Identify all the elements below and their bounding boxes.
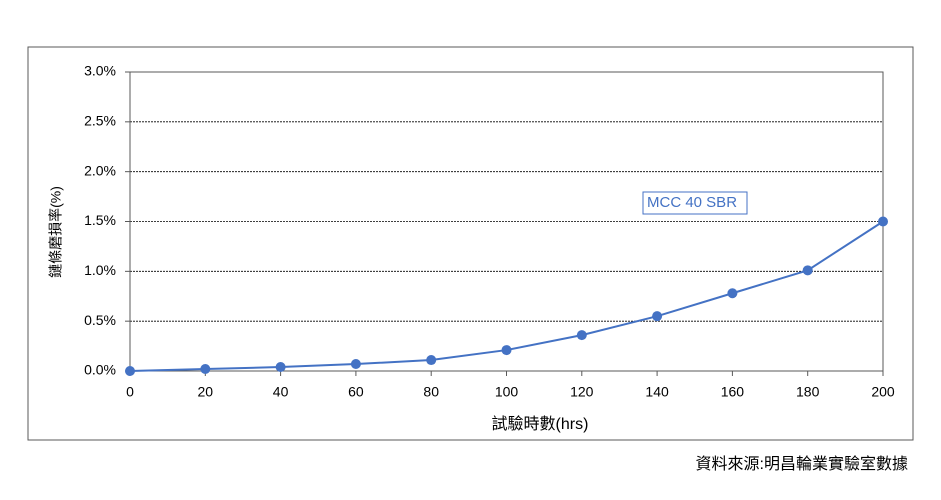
data-point	[652, 311, 663, 322]
x-tick-label: 80	[423, 384, 439, 400]
x-tick-label: 60	[348, 384, 364, 400]
data-point	[802, 265, 813, 276]
data-point	[727, 288, 738, 299]
x-tick-label: 120	[570, 384, 594, 400]
y-tick-label: 0.0%	[84, 362, 116, 378]
legend-box	[642, 191, 748, 215]
x-axis-label: 試驗時數(hrs)	[492, 415, 589, 433]
y-tick-label: 0.5%	[84, 312, 116, 328]
y-tick-label: 2.5%	[84, 113, 116, 129]
data-point	[200, 364, 211, 375]
y-tick-label: 1.5%	[84, 212, 116, 228]
data-point	[878, 216, 888, 227]
x-tick-label: 200	[871, 384, 895, 400]
x-tick-label: 140	[645, 384, 669, 400]
data-point	[576, 330, 587, 341]
data-point	[426, 355, 437, 366]
chart-frame	[27, 46, 914, 441]
data-point	[501, 345, 512, 356]
x-tick-label: 0	[126, 384, 134, 400]
data-point	[275, 362, 286, 373]
x-tick-label: 180	[796, 384, 820, 400]
x-tick-label: 40	[273, 384, 289, 400]
data-point	[125, 366, 135, 376]
x-tick-label: 160	[721, 384, 745, 400]
y-tick-label: 2.0%	[84, 162, 116, 178]
y-axis-label: 鏈條磨損率(%)	[48, 186, 64, 278]
y-tick-label: 1.0%	[84, 262, 116, 278]
y-tick-label: 3.0%	[84, 63, 116, 79]
legend-label: MCC 40 SBR	[647, 194, 737, 211]
data-point	[350, 359, 361, 370]
source-note: 資料來源:明昌輪業實驗室數據	[696, 454, 908, 473]
x-tick-label: 100	[495, 384, 519, 400]
x-tick-label: 20	[198, 384, 214, 400]
